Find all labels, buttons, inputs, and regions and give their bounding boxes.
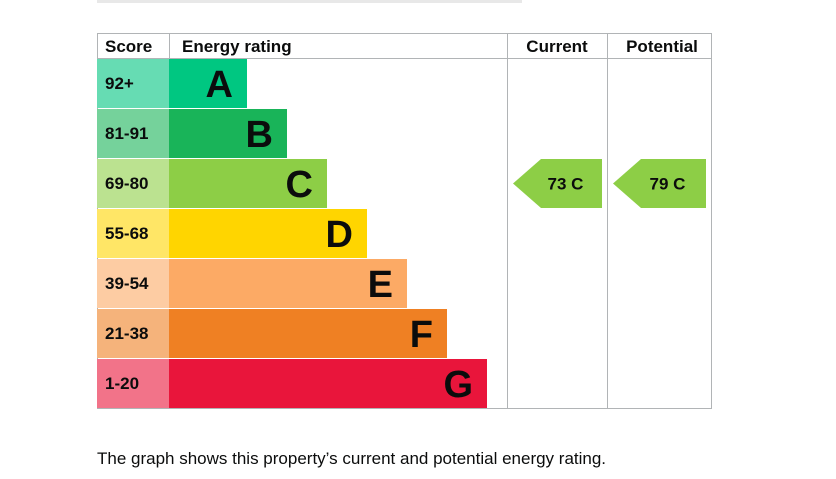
score-label-d: 55-68 (105, 224, 148, 243)
rating-letter-a: A (206, 64, 233, 106)
potential-indicator-label: 79 C (650, 175, 686, 194)
score-cell-f (97, 309, 169, 358)
rating-bar-d (169, 209, 367, 258)
potential-indicator (613, 159, 706, 208)
rating-bar-f (169, 309, 447, 358)
score-cell-b (97, 109, 169, 158)
score-label-a: 92+ (105, 74, 134, 93)
score-label-b: 81-91 (105, 124, 148, 143)
rating-bands: 92+ A 81-91 B 69-80 C 55-68 D 39-54 E 21-38 F 1-20 G (97, 59, 487, 408)
rating-letter-d: D (326, 214, 353, 256)
rating-letter-e: E (368, 264, 393, 306)
rating-letter-g: G (443, 364, 473, 406)
rating-bar-b (169, 109, 287, 158)
chart-caption: The graph shows this property’s current … (97, 449, 607, 468)
header-score: Score (105, 37, 152, 56)
rating-letter-f: F (410, 314, 433, 356)
header-current: Current (526, 37, 588, 56)
score-cell-e (97, 259, 169, 308)
header-row: Score Energy rating Current Potential (105, 37, 698, 56)
score-label-f: 21-38 (105, 324, 148, 343)
score-cell-a (97, 59, 169, 108)
current-indicator-label: 73 C (548, 175, 584, 194)
rating-letter-c: C (286, 164, 313, 206)
score-cell-d (97, 209, 169, 258)
score-cell-c (97, 159, 169, 208)
rating-bar-c (169, 159, 327, 208)
rating-indicators: 73 C 79 C (513, 159, 706, 208)
rating-bar-e (169, 259, 407, 308)
header-potential: Potential (626, 37, 698, 56)
score-label-c: 69-80 (105, 174, 148, 193)
rating-bar-g (169, 359, 487, 408)
score-label-g: 1-20 (105, 374, 139, 393)
header-energy-rating: Energy rating (182, 37, 292, 56)
rating-letter-b: B (246, 114, 273, 156)
score-label-e: 39-54 (105, 274, 149, 293)
score-cell-g (97, 359, 169, 408)
current-indicator (513, 159, 602, 208)
rating-bar-a (169, 59, 247, 108)
top-fade (97, 0, 522, 3)
energy-rating-chart: Score Energy rating Current Potential 92… (97, 33, 712, 409)
